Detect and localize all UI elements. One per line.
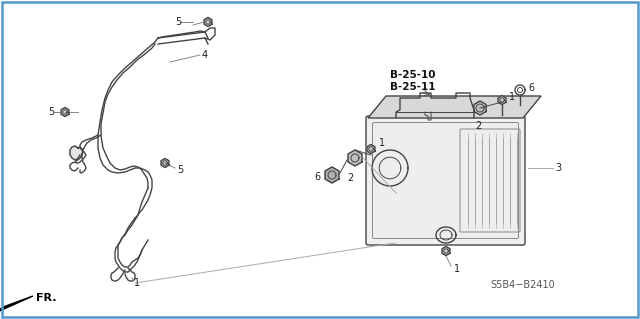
- Text: S5B4−B2410: S5B4−B2410: [490, 280, 555, 290]
- Text: 5: 5: [48, 107, 54, 117]
- Polygon shape: [204, 18, 212, 26]
- Polygon shape: [368, 96, 541, 118]
- Text: B-25-10: B-25-10: [390, 70, 435, 80]
- Polygon shape: [0, 296, 33, 313]
- FancyBboxPatch shape: [372, 122, 518, 239]
- Polygon shape: [367, 145, 375, 153]
- Polygon shape: [161, 159, 169, 167]
- FancyBboxPatch shape: [366, 116, 525, 245]
- Text: B-25-11: B-25-11: [390, 82, 435, 92]
- Text: 1: 1: [509, 92, 515, 102]
- Text: 6: 6: [314, 172, 320, 182]
- Polygon shape: [474, 101, 486, 115]
- Text: 1: 1: [379, 138, 385, 148]
- Circle shape: [437, 101, 445, 109]
- Polygon shape: [498, 95, 506, 105]
- Text: 2: 2: [347, 173, 353, 183]
- Polygon shape: [70, 146, 83, 160]
- Text: FR.: FR.: [36, 293, 56, 303]
- Text: 1: 1: [134, 278, 140, 288]
- Circle shape: [452, 101, 460, 109]
- Text: 5: 5: [175, 17, 181, 27]
- Polygon shape: [61, 108, 69, 116]
- Circle shape: [406, 101, 414, 109]
- Text: 4: 4: [202, 50, 208, 60]
- Circle shape: [421, 101, 429, 109]
- Text: 6: 6: [528, 83, 534, 93]
- Text: 1: 1: [454, 264, 460, 274]
- Text: 5: 5: [177, 165, 183, 175]
- Polygon shape: [442, 247, 450, 256]
- Text: 2: 2: [475, 121, 481, 131]
- Polygon shape: [325, 167, 339, 183]
- Polygon shape: [348, 150, 362, 166]
- Text: 3: 3: [555, 163, 561, 173]
